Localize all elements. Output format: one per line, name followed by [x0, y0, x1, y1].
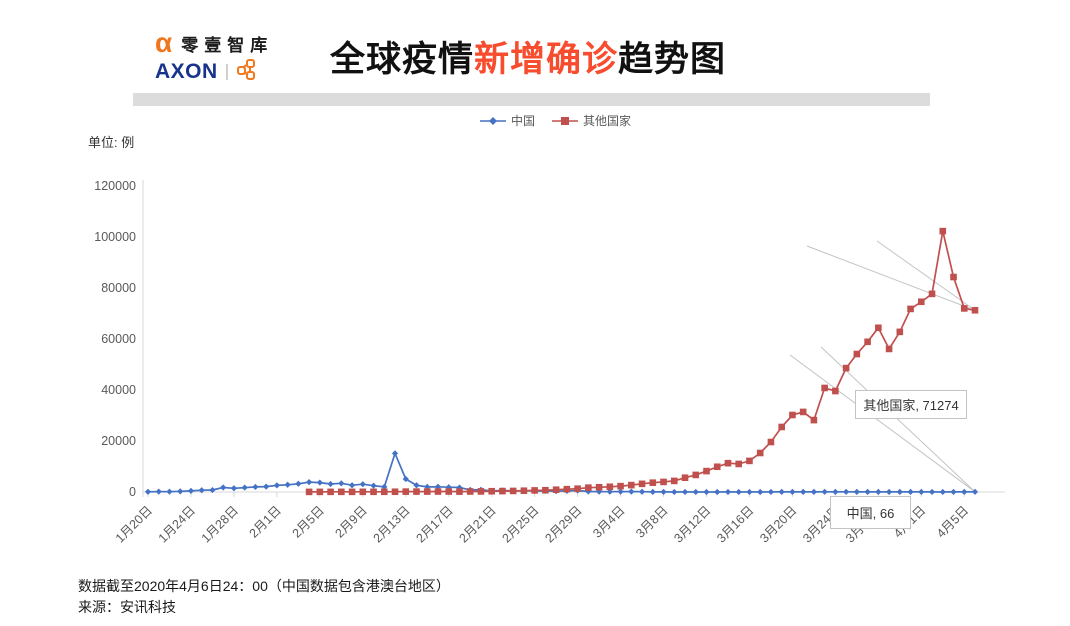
axon-molecule-icon: [236, 59, 257, 85]
legend-marker-others-icon: [552, 116, 578, 125]
alpha-logo-icon: α: [155, 27, 173, 58]
header-underline-bar: [133, 93, 930, 106]
brand-logo-row-bottom: AXON: [155, 59, 273, 85]
svg-text:3月20日: 3月20日: [757, 503, 799, 545]
logo-divider: [225, 64, 228, 80]
svg-text:1月28日: 1月28日: [199, 503, 241, 545]
title-part-1: 全球疫情: [330, 40, 475, 79]
title-part-3: 趋势图: [618, 40, 727, 79]
svg-text:20000: 20000: [101, 434, 136, 448]
data-label-china-text: 中国, 66: [846, 506, 895, 521]
svg-text:2月29日: 2月29日: [542, 503, 584, 545]
chart-area: 0 20000 40000 60000 80000 100000 120000 1月20日 1月…: [90, 175, 1030, 575]
svg-text:80000: 80000: [101, 281, 136, 295]
page-title: 全球疫情新增确诊趋势图: [330, 31, 726, 82]
svg-text:1月24日: 1月24日: [156, 503, 198, 545]
title-part-accent: 新增确诊: [474, 40, 619, 79]
brand-name-cn: 零壹智库: [181, 35, 274, 55]
svg-text:120000: 120000: [94, 179, 136, 193]
chart-legend: 中国 其他国家: [90, 112, 1020, 129]
data-cutoff-note: 数据截至2020年4月6日24：00（中国数据包含港澳台地区）: [78, 578, 450, 594]
svg-text:3月8日: 3月8日: [633, 503, 670, 540]
svg-text:2月21日: 2月21日: [456, 503, 498, 545]
brand-name-en: AXON: [155, 60, 218, 83]
brand-logo: α 零壹智库 AXON: [155, 29, 273, 84]
brand-logo-row-top: α 零壹智库: [155, 29, 273, 57]
svg-text:2月25日: 2月25日: [499, 503, 541, 545]
svg-text:2月1日: 2月1日: [247, 503, 284, 540]
svg-text:0: 0: [129, 485, 136, 499]
footer: 数据截至2020年4月6日24：00（中国数据包含港澳台地区） 来源：安讯科技: [78, 576, 450, 618]
svg-text:100000: 100000: [94, 230, 136, 244]
svg-text:3月12日: 3月12日: [671, 503, 713, 545]
svg-text:3月4日: 3月4日: [590, 503, 627, 540]
svg-text:2月5日: 2月5日: [290, 503, 327, 540]
legend-label-others: 其他国家: [583, 114, 632, 128]
legend-item-china: 中国: [479, 112, 535, 129]
svg-text:4月5日: 4月5日: [934, 503, 971, 540]
data-label-others-text: 其他国家, 71274: [863, 398, 959, 413]
source-note: 来源：安讯科技: [78, 599, 176, 615]
svg-text:2月9日: 2月9日: [333, 503, 370, 540]
data-label-china: 中国, 66: [830, 496, 911, 529]
svg-text:60000: 60000: [101, 332, 136, 346]
svg-text:1月20日: 1月20日: [113, 503, 155, 545]
svg-text:40000: 40000: [101, 383, 136, 397]
legend-item-others: 其他国家: [551, 112, 631, 129]
unit-label: 单位: 例: [88, 135, 135, 150]
legend-marker-china-icon: [479, 116, 506, 125]
svg-text:2月13日: 2月13日: [371, 503, 413, 545]
svg-text:2月17日: 2月17日: [414, 503, 456, 545]
svg-text:3月16日: 3月16日: [714, 503, 756, 545]
data-label-others: 其他国家, 71274: [855, 390, 967, 419]
legend-label-china: 中国: [510, 114, 535, 128]
